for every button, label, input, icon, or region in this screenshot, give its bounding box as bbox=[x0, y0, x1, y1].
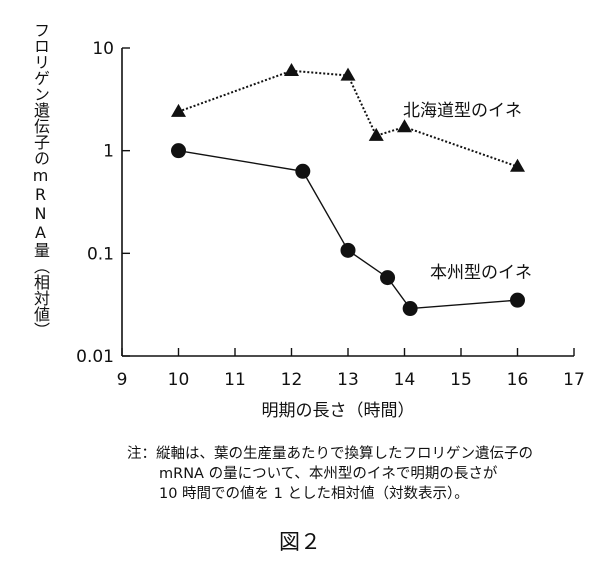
x-tick-label: 11 bbox=[224, 370, 246, 390]
y-tick-label: 0.01 bbox=[76, 347, 114, 367]
note-line-2: mRNA の量について、本州型のイネで明期の長さが bbox=[159, 466, 498, 482]
data-point-triangle bbox=[397, 119, 412, 133]
series-label-1: 北海道型のイネ bbox=[403, 101, 522, 121]
data-point-circle bbox=[402, 301, 418, 317]
chart-note: 注：縦軸は、葉の生産量あたりで換算したフロリゲン遺伝子の mRNA の量について… bbox=[127, 444, 597, 504]
x-axis-label: 明期の長さ（時間） bbox=[262, 401, 415, 421]
y-tick-label: 0.1 bbox=[87, 244, 114, 264]
y-tick-label: 10 bbox=[92, 39, 114, 59]
data-point-circle bbox=[380, 270, 396, 286]
data-point-circle bbox=[510, 292, 525, 308]
figure-caption: 図２ bbox=[279, 530, 321, 554]
data-point-triangle bbox=[171, 103, 186, 117]
x-tick-label: 13 bbox=[337, 370, 359, 390]
data-point-circle bbox=[340, 242, 356, 258]
x-tick-label: 16 bbox=[507, 370, 529, 390]
note-line-1: 注：縦軸は、葉の生産量あたりで換算したフロリゲン遺伝子の bbox=[127, 446, 533, 462]
data-point-circle bbox=[295, 163, 311, 179]
data-point-triangle bbox=[340, 67, 356, 81]
data-point-triangle bbox=[284, 62, 299, 76]
data-point-triangle bbox=[368, 127, 384, 141]
data-point-triangle bbox=[510, 158, 525, 172]
y-axis-label: フロリゲン遺伝子のmRNA量（相対値） bbox=[31, 22, 50, 338]
y-tick-label: 1 bbox=[103, 142, 114, 162]
note-line-3: 10 時間での値を 1 とした相対値（対数表示）。 bbox=[159, 486, 469, 502]
series-line-2 bbox=[178, 149, 518, 310]
x-tick-label: 17 bbox=[563, 370, 585, 390]
chart: 10 1 0.1 0.019 10 11 12 13 14 15 16 17 明期の長さ（時間） 北海道型… bbox=[76, 39, 585, 421]
x-tick-label: 15 bbox=[450, 370, 472, 390]
x-tick-label: 14 bbox=[394, 370, 416, 390]
data-point-circle bbox=[171, 143, 186, 159]
x-tick-label: 10 bbox=[168, 370, 190, 390]
series-label-2: 本州型のイネ bbox=[430, 263, 532, 283]
x-tick-label: 9 bbox=[117, 370, 128, 390]
series-line-1 bbox=[178, 69, 518, 168]
x-tick-label: 12 bbox=[281, 370, 303, 390]
